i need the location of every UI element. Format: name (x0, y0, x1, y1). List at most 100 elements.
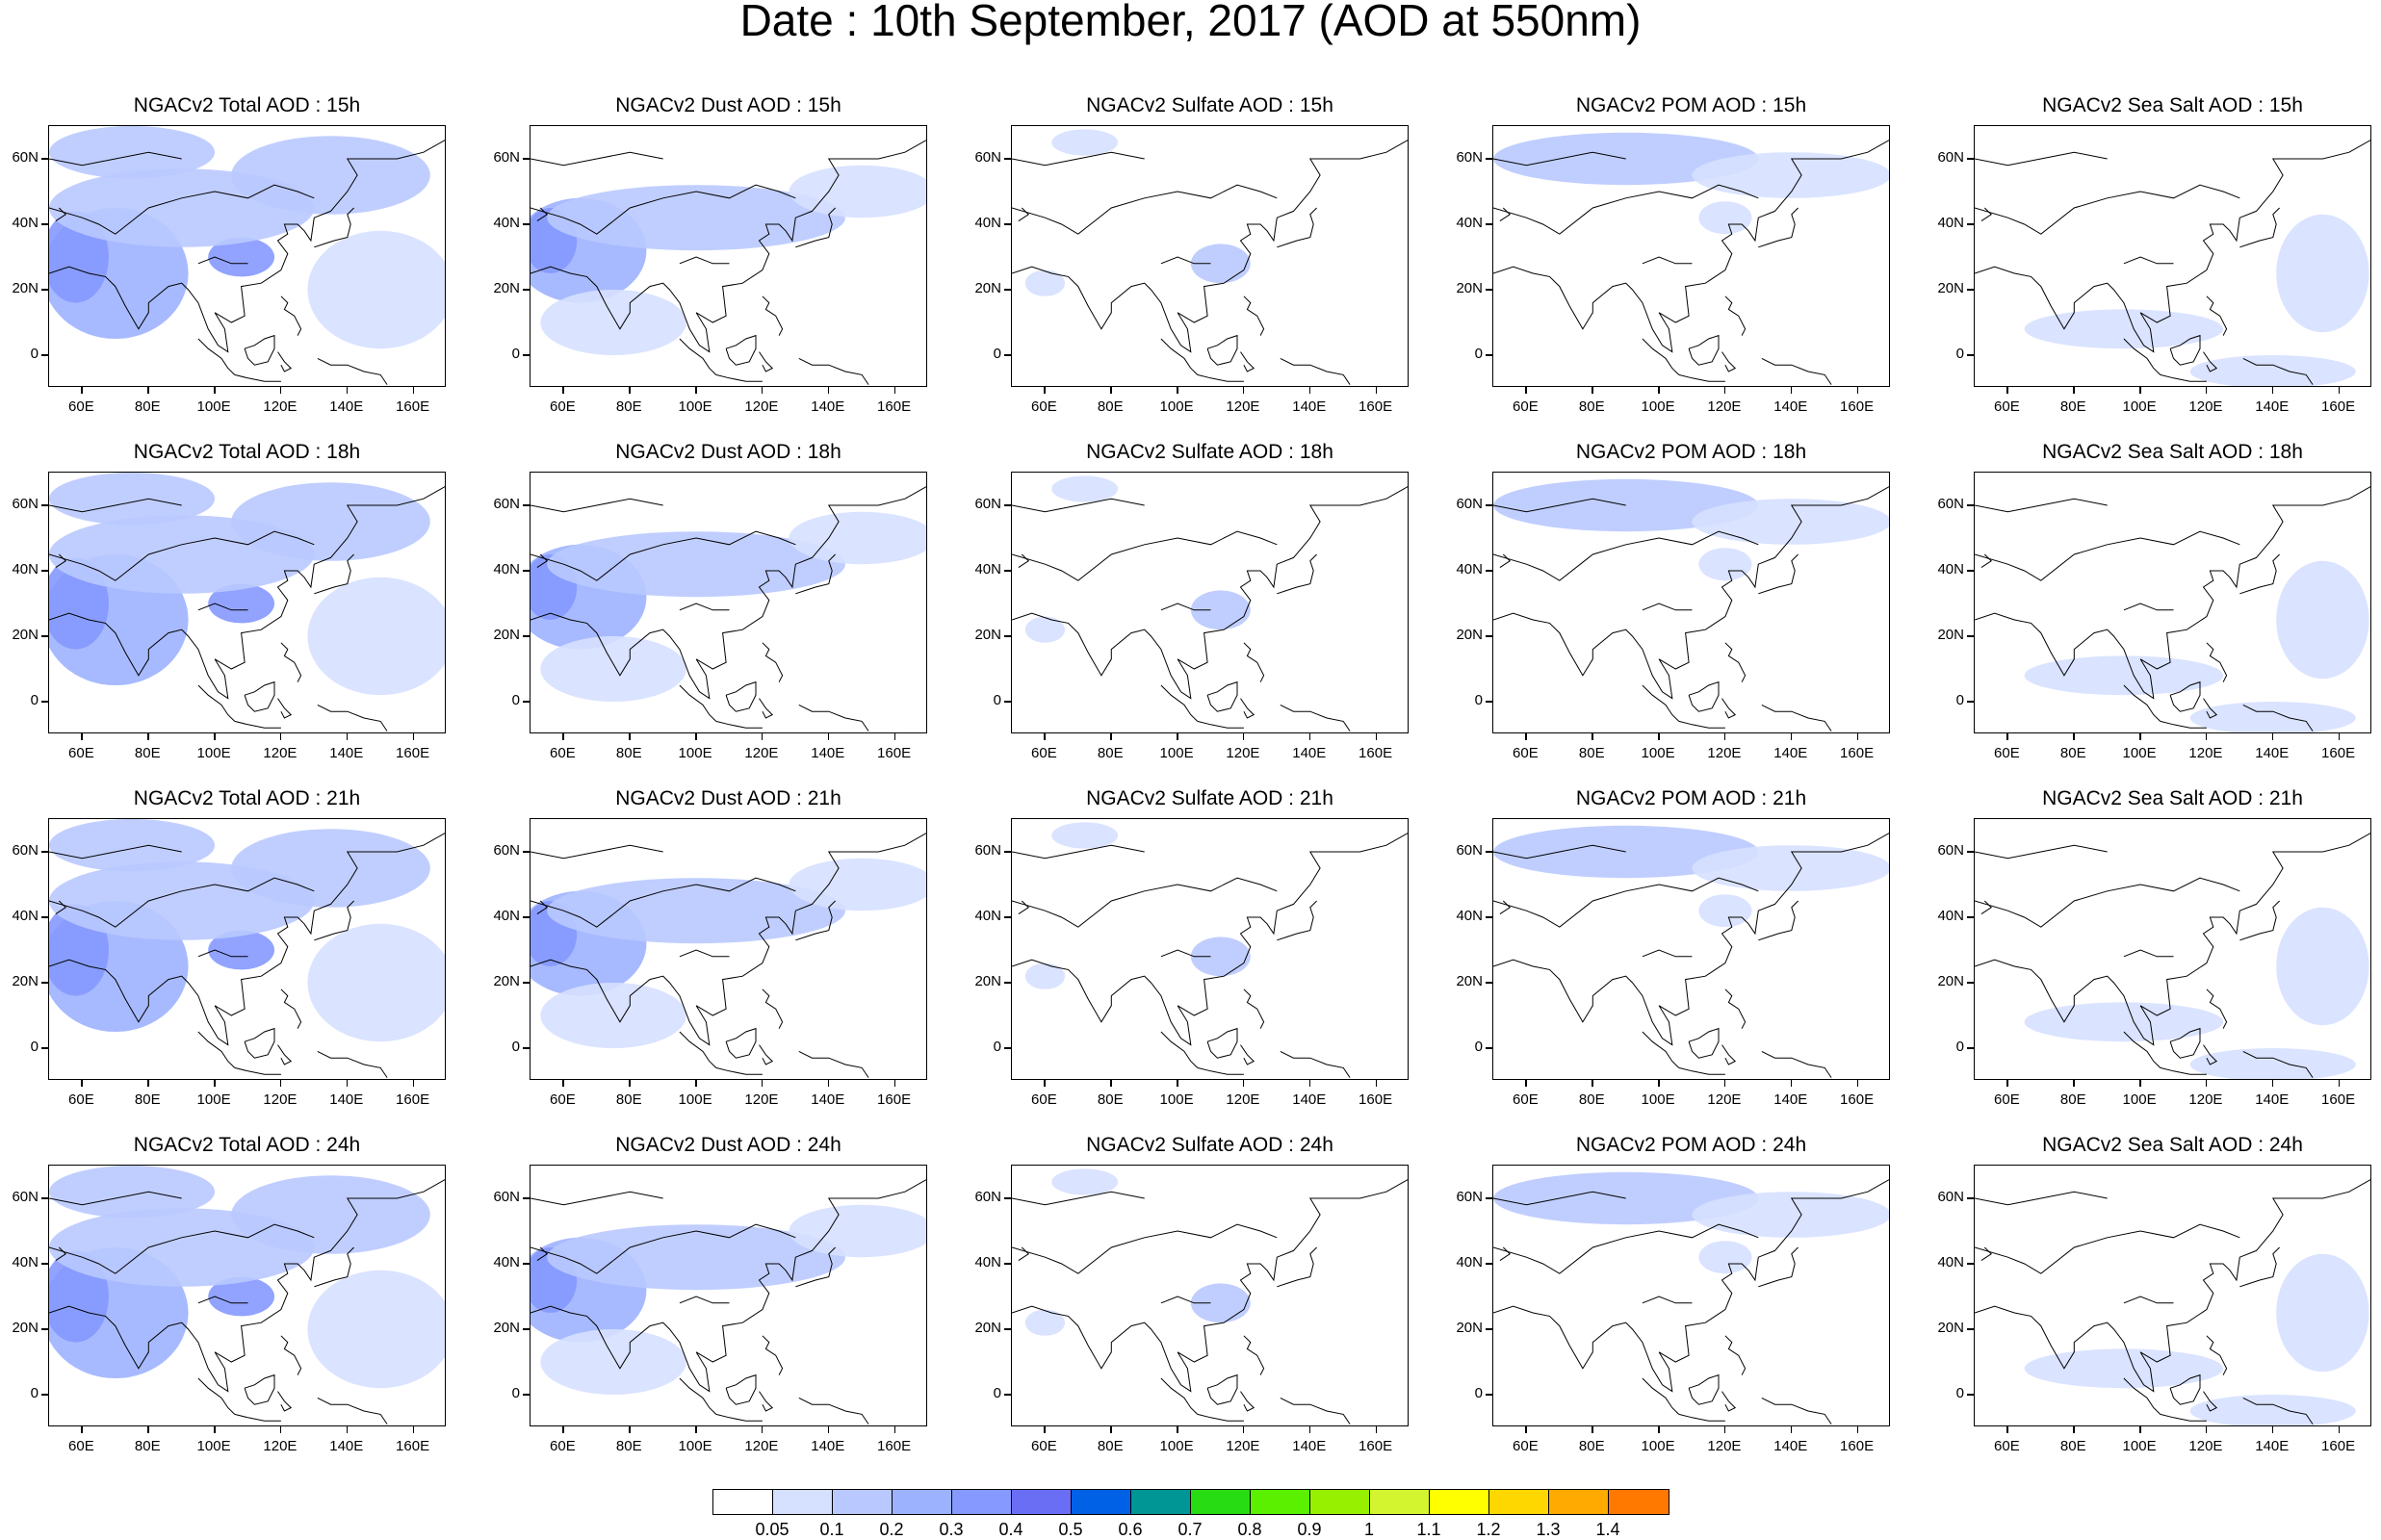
lon-tick (1592, 387, 1593, 394)
coastline (1206, 680, 1238, 712)
coastline (759, 698, 774, 719)
colorbar-swatch (1430, 1490, 1489, 1514)
lat-tick (1004, 1328, 1011, 1330)
aod-map (531, 140, 926, 385)
lon-tick (1658, 1426, 1660, 1433)
coastline (1243, 295, 1265, 336)
lon-tick-label: 80E (134, 1091, 161, 1108)
coastline (2242, 357, 2314, 385)
lon-tick-label: 160E (2321, 1438, 2356, 1454)
lat-tick-label: 20N (1456, 973, 1483, 989)
lon-tick (1658, 1080, 1660, 1087)
aod-field-patch (1024, 1309, 1066, 1336)
lon-tick (412, 1426, 415, 1433)
coastline (2239, 1246, 2280, 1288)
lon-tick-label: 80E (1097, 1091, 1124, 1108)
lat-tick (1486, 504, 1492, 506)
lon-tick-label: 60E (1994, 398, 2020, 415)
panel-title: NGACv2 POM AOD : 24h (1575, 1134, 1807, 1156)
panel-title: NGACv2 POM AOD : 15h (1575, 94, 1807, 116)
lon-tick (1723, 387, 1726, 394)
aod-field-patch (2189, 702, 2356, 732)
coastline (1642, 603, 1693, 611)
map-frame (530, 472, 927, 733)
lat-tick (1486, 1047, 1492, 1049)
lon-tick (1242, 387, 1245, 394)
lon-tick-label: 80E (1578, 745, 1605, 761)
lon-tick-label: 80E (1097, 398, 1124, 415)
coastline (2160, 1413, 2207, 1422)
lon-tick (2073, 1426, 2075, 1433)
coastline (1012, 151, 1145, 167)
lon-tick-label: 100E (196, 398, 231, 415)
lon-tick (1308, 733, 1311, 740)
lat-tick (523, 223, 530, 225)
coastline (2206, 988, 2228, 1029)
lat-tick (1486, 570, 1492, 572)
lon-tick-label: 80E (2059, 1091, 2086, 1108)
coastline (1018, 900, 1029, 915)
lat-tick (1486, 916, 1492, 918)
coastline (314, 207, 354, 248)
coastline (1721, 1391, 1737, 1412)
lon-tick-label: 120E (1226, 745, 1260, 761)
lon-tick-label: 120E (1707, 1438, 1742, 1454)
coastline (1678, 1413, 1725, 1422)
lat-tick-label: 40N (974, 561, 1001, 578)
coastline (1206, 1027, 1238, 1059)
lon-tick (2139, 1080, 2141, 1087)
lon-tick-label: 80E (615, 745, 642, 761)
map-frame (1974, 125, 2371, 387)
coastline (49, 530, 315, 581)
lat-tick (1486, 851, 1492, 853)
lon-tick (562, 1080, 564, 1087)
lon-tick-label: 140E (329, 1091, 364, 1108)
coastline (1980, 900, 1992, 915)
coastline (280, 1335, 302, 1375)
coastline (1975, 1223, 2240, 1274)
lon-tick (2073, 733, 2075, 740)
lat-tick (41, 289, 48, 291)
aod-field-patch (307, 923, 445, 1042)
map-frame (1011, 1165, 1409, 1426)
coastline (531, 833, 926, 1046)
map-frame (1492, 1165, 1890, 1426)
lon-tick-label: 140E (2255, 398, 2290, 415)
coastline (1980, 1246, 1992, 1262)
lon-tick-label: 120E (1226, 1438, 1260, 1454)
coastline (1012, 530, 1278, 581)
coastline (531, 498, 663, 513)
coastline (1688, 334, 1720, 366)
lat-tick (41, 158, 48, 160)
aod-map (531, 833, 926, 1078)
coastline (1499, 1246, 1511, 1262)
lon-tick-label: 140E (811, 1091, 845, 1108)
map-frame (1492, 818, 1890, 1080)
lat-tick-label: 60N (12, 842, 39, 859)
lat-tick-label: 60N (12, 149, 39, 166)
lon-tick-label: 60E (550, 1091, 576, 1108)
map-frame (1492, 472, 1890, 733)
colorbar-label: 0.3 (939, 1520, 964, 1539)
lon-tick (1177, 733, 1178, 740)
coastline (244, 1373, 275, 1405)
coastline (2203, 698, 2218, 719)
coastline (1642, 1377, 1680, 1415)
coastline (234, 720, 281, 729)
coastline (1678, 720, 1725, 729)
coastline (317, 1397, 388, 1424)
lat-tick-label: 60N (1456, 149, 1483, 166)
coastline (795, 900, 836, 941)
lat-tick-label: 40N (1937, 1254, 1964, 1270)
lon-tick (629, 733, 631, 740)
aod-field-patch (2189, 355, 2356, 386)
aod-field-patch (49, 1166, 216, 1219)
coastline (2169, 1027, 2201, 1059)
aod-field-patch (547, 531, 845, 598)
lon-tick-label: 120E (263, 1438, 298, 1454)
lon-tick (562, 733, 564, 740)
coastline (1761, 357, 1832, 385)
lon-tick-label: 60E (1031, 398, 1057, 415)
lon-tick (1308, 1080, 1311, 1087)
lon-tick (1658, 387, 1660, 394)
